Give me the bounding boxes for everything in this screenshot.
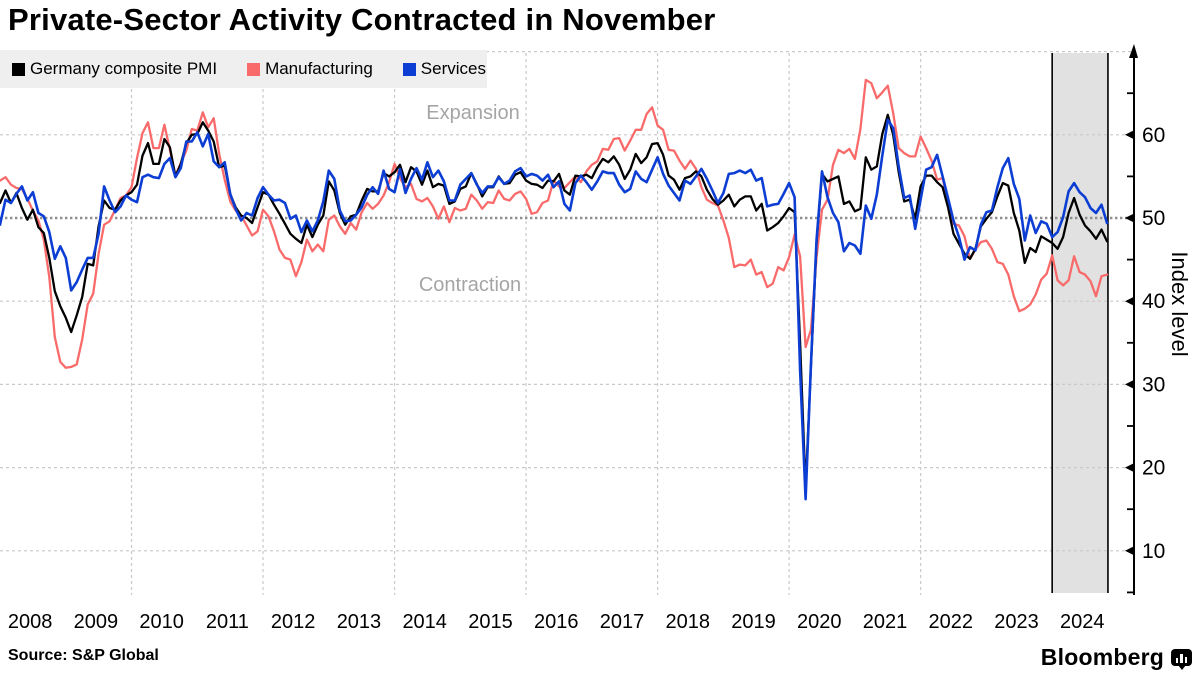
source-note: Source: S&P Global (8, 647, 159, 664)
x-tick-label-2022: 2022 (929, 611, 974, 633)
x-tick-label-2008: 2008 (8, 611, 53, 633)
page-title: Private-Sector Activity Contracted in No… (8, 2, 716, 37)
x-tick-label-2024: 2024 (1060, 611, 1105, 633)
x-tick-label-2018: 2018 (665, 611, 710, 633)
y-tick-label-60: 60 (1142, 124, 1165, 147)
x-tick-label-2016: 2016 (534, 611, 579, 633)
x-tick-label-2011: 2011 (206, 611, 249, 633)
legend-item-services: Services (402, 59, 486, 79)
manufacturing-swatch (247, 62, 261, 76)
y-tick-50 (1125, 213, 1134, 223)
y-axis-title: Index level (1167, 251, 1192, 356)
x-tick-label-2020: 2020 (797, 611, 842, 633)
legend-label-composite: Germany composite PMI (30, 59, 218, 78)
y-tick-20 (1125, 463, 1134, 473)
series-line-services (0, 118, 1109, 501)
services-swatch (402, 62, 416, 76)
x-tick-label-2010: 2010 (139, 611, 184, 633)
legend-label-manufacturing: Manufacturing (265, 59, 373, 78)
bloomberg-wordmark: Bloomberg (1040, 644, 1164, 670)
legend-item-manufacturing: Manufacturing (247, 59, 373, 79)
x-tick-label-2014: 2014 (402, 611, 447, 633)
legend-label-services: Services (420, 59, 486, 78)
x-tick-label-2023: 2023 (994, 611, 1039, 633)
y-tick-label-20: 20 (1142, 457, 1165, 480)
x-tick-label-2017: 2017 (600, 611, 645, 633)
legend: Germany composite PMI Manufacturing Serv… (0, 50, 487, 88)
y-axis-arrow (1129, 44, 1138, 58)
highlight-band (1052, 53, 1108, 593)
y-tick-label-50: 50 (1142, 207, 1165, 230)
composite-swatch (12, 62, 25, 76)
y-tick-60 (1125, 130, 1134, 140)
y-tick-30 (1125, 379, 1134, 389)
contraction-label: Contraction (419, 274, 521, 296)
x-tick-label-2012: 2012 (271, 611, 316, 633)
y-tick-10 (1125, 546, 1134, 556)
y-tick-40 (1125, 296, 1134, 306)
x-tick-label-2015: 2015 (468, 611, 513, 633)
legend-item-composite: Germany composite PMI (12, 59, 217, 79)
x-tick-label-2021: 2021 (863, 611, 908, 633)
y-tick-label-40: 40 (1142, 290, 1165, 313)
y-tick-label-30: 30 (1142, 373, 1165, 396)
pmi-line-chart: Expansion Contraction 10 20 30 40 50 60 Index le… (0, 44, 1192, 633)
y-tick-label-10: 10 (1142, 540, 1165, 563)
brand: Bloomberg (1041, 644, 1192, 671)
series-line-manufacturing (0, 78, 1109, 369)
x-tick-label-2013: 2013 (337, 611, 382, 633)
bloomberg-terminal-icon (1171, 649, 1192, 670)
x-tick-label-2019: 2019 (731, 611, 776, 633)
expansion-label: Expansion (426, 102, 519, 124)
x-tick-label-2009: 2009 (74, 611, 119, 633)
